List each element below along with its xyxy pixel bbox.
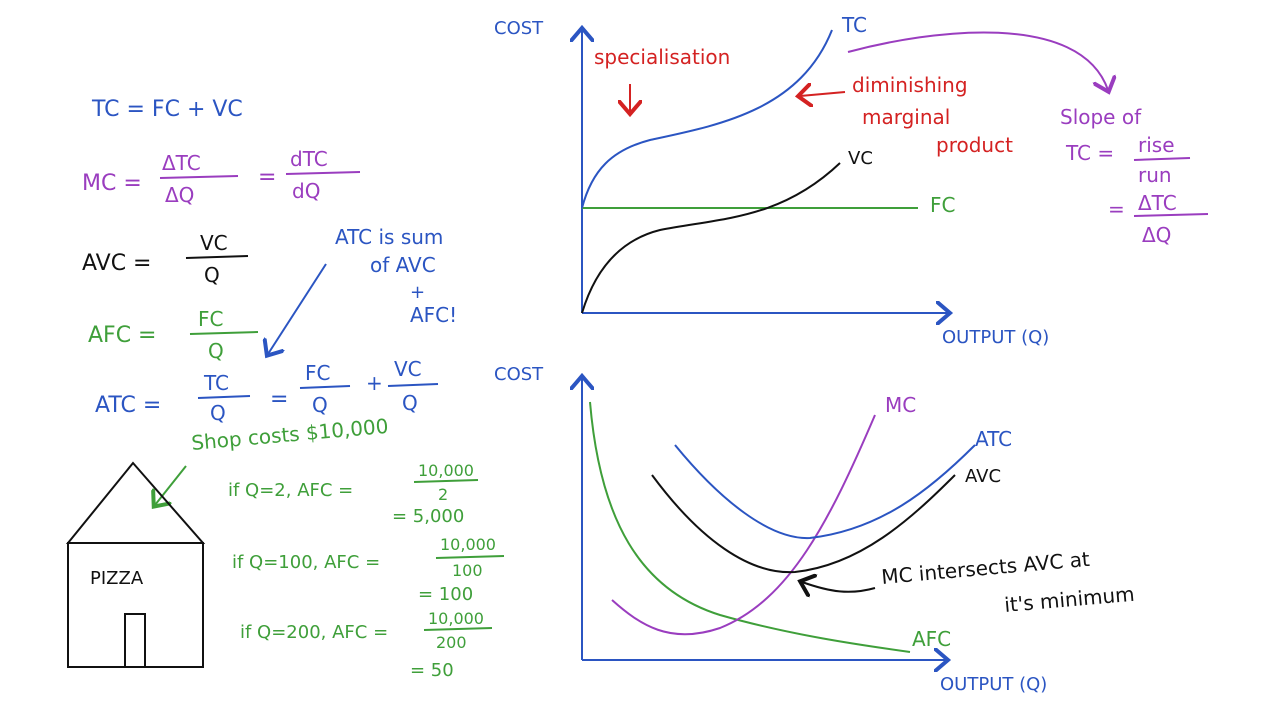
svg-text:TC =: TC =	[1065, 141, 1114, 165]
svg-text:MC intersects AVC at: MC intersects AVC at	[880, 547, 1090, 589]
mc-den1: ΔQ	[165, 183, 194, 207]
vc-curve	[581, 162, 841, 314]
svg-text:ΔQ: ΔQ	[1142, 223, 1171, 247]
svg-text:100: 100	[452, 561, 483, 580]
svg-text:if Q=2, AFC =: if Q=2, AFC =	[228, 480, 353, 501]
pizza-sign: PIZZA	[90, 568, 144, 589]
vc-label: VC	[848, 148, 873, 169]
svg-text:marginal: marginal	[862, 105, 950, 129]
svg-text:run: run	[1138, 163, 1172, 187]
avc-den: Q	[204, 263, 220, 287]
top-chart: COST OUTPUT (Q) TC VC FC specialisation …	[494, 13, 1209, 348]
mc-label: MC	[885, 393, 916, 417]
afc-num: FC	[198, 307, 223, 331]
svg-text:ATC is sum: ATC is sum	[335, 225, 443, 249]
atc-eq: =	[270, 387, 288, 412]
fc-label: FC	[930, 193, 955, 217]
svg-text:10,000: 10,000	[440, 535, 496, 554]
afc-curve	[589, 401, 911, 653]
mc-eq: =	[258, 165, 276, 190]
svg-text:it's minimum: it's minimum	[1003, 582, 1135, 617]
afc-den: Q	[208, 339, 224, 363]
bottom-y-axis-label: COST	[494, 364, 544, 385]
mc-den2: dQ	[292, 179, 320, 203]
svg-text:= 50: = 50	[410, 660, 454, 681]
bottom-chart: COST OUTPUT (Q) MC ATC AVC AFC MC inters…	[494, 364, 1136, 695]
atc-label: ATC	[975, 427, 1012, 451]
atc-num3: VC	[394, 357, 422, 381]
svg-text:if Q=100, AFC =: if Q=100, AFC =	[232, 552, 380, 573]
avc-num: VC	[200, 231, 228, 255]
atc-den: Q	[210, 401, 226, 425]
top-y-axis-label: COST	[494, 18, 544, 39]
tc-label: TC	[841, 13, 867, 37]
atc-num2: FC	[305, 361, 330, 385]
svg-text:10,000: 10,000	[428, 609, 484, 628]
atc-note: ATC is sum of AVC + AFC!	[268, 225, 457, 354]
svg-text:Slope of: Slope of	[1060, 105, 1142, 129]
pizza-shop-drawing: PIZZA	[65, 461, 206, 668]
tc-curve	[581, 29, 833, 209]
formulas: TC = FC + VC MC = ΔTC ΔQ = dTC dQ AVC = …	[82, 97, 439, 425]
svg-text:diminishing: diminishing	[852, 73, 968, 97]
mc-curve	[611, 414, 876, 636]
afc-lhs: AFC =	[88, 323, 157, 348]
avc-curve	[651, 474, 956, 574]
atc-den3: Q	[402, 391, 418, 415]
bottom-x-axis-label: OUTPUT (Q)	[940, 674, 1047, 695]
svg-text:200: 200	[436, 633, 467, 652]
svg-text:= 5,000: = 5,000	[392, 506, 464, 527]
svg-text:AFC!: AFC!	[410, 303, 457, 327]
mc-num2: dTC	[290, 147, 328, 171]
atc-num: TC	[203, 371, 229, 395]
atc-curve	[674, 444, 976, 540]
afc-label: AFC	[912, 627, 951, 651]
tc-formula: TC = FC + VC	[91, 97, 243, 122]
shop-notes: Shop costs $10,000 if Q=2, AFC = 10,000 …	[155, 414, 505, 681]
avc-label: AVC	[965, 466, 1001, 487]
atc-lhs: ATC =	[95, 393, 161, 418]
atc-den2: Q	[312, 393, 328, 417]
svg-text:2: 2	[438, 485, 448, 504]
svg-text:if Q=200, AFC =: if Q=200, AFC =	[240, 622, 388, 643]
avc-lhs: AVC =	[82, 251, 151, 276]
svg-text:of AVC: of AVC	[370, 253, 436, 277]
atc-plus: +	[366, 371, 383, 395]
mc-lhs: MC =	[82, 171, 142, 196]
svg-text:= 100: = 100	[418, 584, 473, 605]
svg-text:=: =	[1108, 197, 1125, 221]
svg-text:rise: rise	[1138, 133, 1175, 157]
svg-text:ΔTC: ΔTC	[1138, 191, 1177, 215]
svg-text:product: product	[936, 133, 1013, 157]
mc-num1: ΔTC	[162, 151, 201, 175]
top-x-axis-label: OUTPUT (Q)	[942, 327, 1049, 348]
svg-text:10,000: 10,000	[418, 461, 474, 480]
svg-text:+: +	[410, 282, 425, 303]
specialisation-label: specialisation	[594, 45, 730, 69]
